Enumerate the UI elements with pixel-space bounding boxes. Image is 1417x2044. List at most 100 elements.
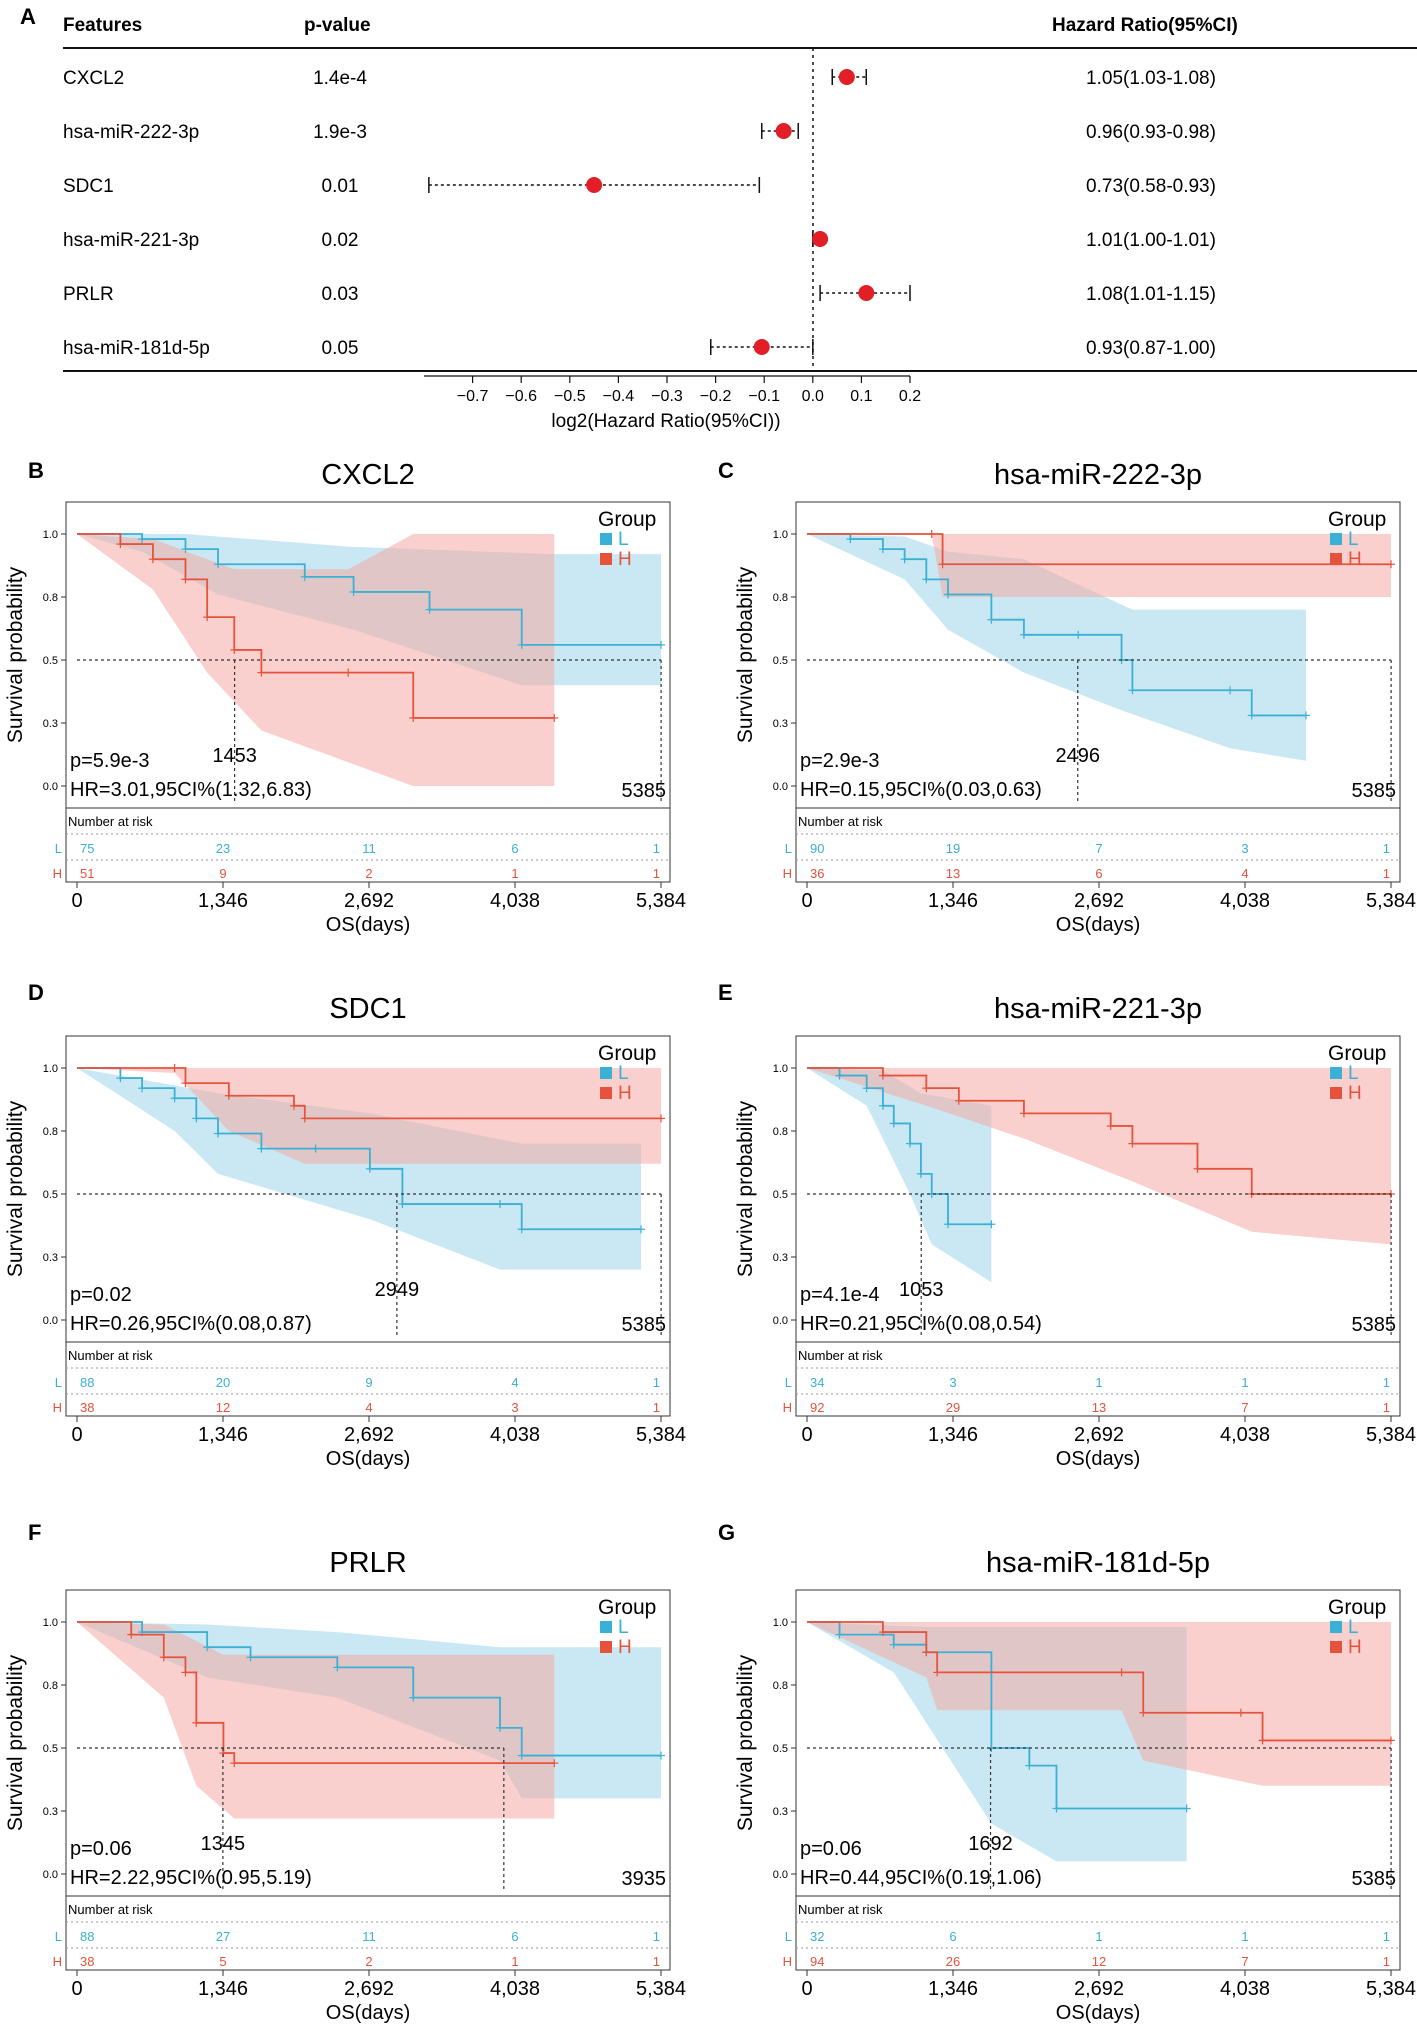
p-value-label: p=0.06: [70, 1838, 132, 1860]
risk-row-label-l: L: [785, 1929, 792, 1944]
ci-band-h: [807, 534, 1391, 597]
survival-curve-h: [807, 533, 1391, 566]
forest-row-hr: 1.01(1.00-1.01): [1086, 230, 1216, 251]
risk-value-l: 1: [1383, 1375, 1390, 1390]
x-axis-label: OS(days): [326, 914, 410, 936]
legend-title: Group: [598, 1596, 656, 1619]
risk-value-h: 38: [80, 1954, 94, 1969]
risk-row-label-h: H: [783, 1400, 792, 1415]
risk-value-h: 3: [511, 1400, 518, 1415]
risk-table-frame: [65, 807, 671, 883]
legend-swatch-h: [600, 553, 612, 565]
km-panel-e: hsa-miR-221-3p 1.0 0.8 0.5 0.3 0.0 Survival pr…: [734, 993, 1416, 1470]
risk-value-l: 11: [362, 1929, 376, 1944]
forest-tick-label: 0.1: [850, 388, 872, 405]
legend-swatch-h: [1330, 553, 1342, 565]
risk-value-h: 1: [1383, 1400, 1390, 1415]
risk-value-h: 7: [1241, 1954, 1248, 1969]
survival-curve-l: [77, 533, 661, 646]
risk-value-l: 1: [1383, 841, 1390, 856]
forest-x-axis: −0.7 −0.6 −0.5 −0.4 −0.3 −0.2 −0.1 0.0 0.1 0.2: [424, 375, 921, 405]
x-tick-label: 2,692: [1074, 1978, 1124, 2000]
risk-value-l: 88: [80, 1929, 94, 1944]
risk-value-h: 4: [1241, 866, 1248, 881]
km-title: hsa-miR-221-3p: [994, 993, 1202, 1025]
y-axis-label: Survival probability: [4, 566, 27, 743]
forest-row-feature: SDC1: [63, 176, 114, 197]
risk-table-frame: [795, 1895, 1401, 1971]
x-tick-label: 1,346: [928, 890, 978, 912]
risk-table-title: Number at risk: [68, 814, 153, 829]
x-tick-label: 1,346: [198, 890, 248, 912]
median-annotation: 5385: [1352, 1868, 1397, 1890]
panel-label-d: D: [28, 980, 44, 1005]
x-tick-label: 4,038: [490, 1978, 540, 2000]
risk-row-label-h: H: [53, 1954, 62, 1969]
x-axis-label: OS(days): [1056, 914, 1140, 936]
forest-row-hr: 0.96(0.93-0.98): [1086, 122, 1216, 143]
hr-label: HR=0.15,95CI%(0.03,0.63): [800, 779, 1042, 801]
forest-row-pvalue: 1.9e-3: [313, 122, 367, 143]
y-tick-label: 0.8: [773, 592, 788, 604]
x-tick-label: 5,384: [1366, 1978, 1416, 2000]
legend-label-l: L: [1348, 1063, 1359, 1084]
risk-value-h: 51: [80, 866, 94, 881]
risk-value-l: 75: [80, 841, 94, 856]
median-annotation: 5385: [1352, 780, 1397, 802]
legend-label-l: L: [618, 1617, 629, 1638]
legend-title: Group: [598, 508, 656, 531]
median-annotation: 5385: [1352, 1314, 1397, 1336]
ci-band-h: [807, 1068, 1391, 1245]
legend-label-l: L: [1348, 529, 1359, 550]
risk-value-l: 3: [1241, 841, 1248, 856]
survival-curve-h: [807, 1067, 1391, 1195]
risk-row-label-l: L: [55, 1375, 62, 1390]
forest-point: [753, 339, 770, 355]
forest-row-feature: PRLR: [63, 284, 114, 305]
panel-label-b: B: [28, 458, 44, 483]
ci-band-h: [77, 1622, 555, 1819]
risk-row-label-h: H: [783, 1954, 792, 1969]
risk-value-l: 23: [216, 841, 230, 856]
risk-value-l: 1: [1383, 1929, 1390, 1944]
y-tick-label: 0.3: [43, 718, 58, 730]
x-tick-label: 1,346: [928, 1978, 978, 2000]
km-title: CXCL2: [321, 459, 415, 491]
p-value-label: p=5.9e-3: [70, 750, 150, 772]
risk-row-label-l: L: [55, 841, 62, 856]
y-tick-label: 0.5: [773, 1189, 788, 1201]
legend-swatch-l: [600, 1067, 612, 1079]
risk-value-l: 88: [80, 1375, 94, 1390]
risk-value-l: 1: [653, 1375, 660, 1390]
y-tick-label: 0.3: [43, 1806, 58, 1818]
forest-tick-label: −0.5: [554, 388, 586, 405]
x-axis-label: OS(days): [1056, 2002, 1140, 2024]
y-tick-label: 0.0: [773, 1315, 788, 1327]
forest-tick-label: −0.4: [603, 388, 635, 405]
y-tick-label: 0.5: [773, 655, 788, 667]
risk-row-label-l: L: [785, 841, 792, 856]
header-hazard-ratio: Hazard Ratio(95%CI): [1052, 15, 1238, 36]
y-tick-label: 1.0: [773, 1063, 788, 1075]
forest-row-pvalue: 1.4e-4: [313, 68, 367, 89]
risk-value-l: 7: [1095, 841, 1102, 856]
forest-point: [586, 177, 603, 193]
risk-row-label-l: L: [785, 1375, 792, 1390]
risk-value-l: 90: [810, 841, 824, 856]
x-tick-label: 2,692: [1074, 890, 1124, 912]
risk-value-h: 36: [810, 866, 824, 881]
x-tick-label: 0: [801, 1424, 812, 1446]
p-value-label: p=0.06: [800, 1838, 862, 1860]
risk-table-frame: [795, 807, 1401, 883]
x-tick-label: 5,384: [1366, 890, 1416, 912]
legend-label-h: H: [1348, 1637, 1362, 1658]
risk-value-h: 12: [1092, 1954, 1106, 1969]
survival-curve-h: [77, 1621, 555, 1765]
legend-label-h: H: [618, 1083, 632, 1104]
y-tick-label: 0.3: [773, 718, 788, 730]
y-tick-label: 0.0: [43, 781, 58, 793]
median-annotation: 3935: [622, 1868, 667, 1890]
y-axis-label: Survival probability: [4, 1654, 27, 1831]
risk-value-l: 20: [216, 1375, 230, 1390]
hr-label: HR=3.01,95CI%(1.32,6.83): [70, 779, 312, 801]
